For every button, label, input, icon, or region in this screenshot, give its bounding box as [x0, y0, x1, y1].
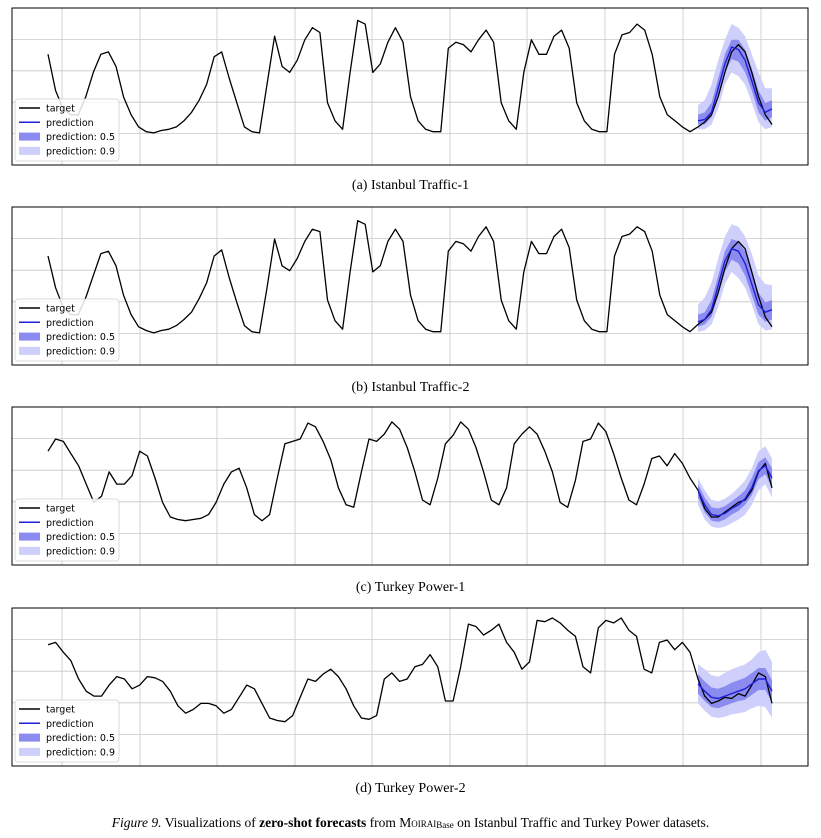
legend-label-band90: prediction: 0.9: [46, 146, 115, 157]
legend-swatch-band50: [19, 733, 40, 742]
legend-swatch-band50: [19, 532, 40, 541]
legend-swatch-band90: [19, 546, 40, 555]
legend-swatch-band50: [19, 332, 40, 341]
target-line: [47, 617, 773, 723]
chart-panel-d: target prediction prediction: 0.5 predictio…: [11, 607, 809, 767]
prediction-line: [697, 678, 773, 700]
prediction-line: [697, 247, 773, 323]
caption-mid: from: [369, 815, 396, 830]
band-50: [698, 39, 772, 125]
caption-b: (b) Istanbul Traffic-2: [351, 380, 470, 395]
caption-post: on Istanbul Traffic and Turkey Power dat…: [457, 815, 710, 830]
legend-swatch-band90: [19, 346, 40, 355]
target-line: [47, 421, 773, 522]
band-90: [698, 224, 772, 332]
legend-label-target: target: [46, 104, 75, 115]
legend-label-target: target: [46, 304, 75, 315]
legend-label-band50: prediction: 0.5: [46, 332, 115, 343]
caption-d: (d) Turkey Power-2: [355, 781, 466, 796]
figure-label: Figure 9.: [111, 815, 162, 830]
legend-label-band50: prediction: 0.5: [46, 532, 115, 543]
legend-label-prediction: prediction: [46, 118, 94, 129]
legend-label-band50: prediction: 0.5: [46, 132, 115, 143]
caption-c: (c) Turkey Power-1: [355, 580, 466, 595]
legend-swatch-band50: [19, 132, 40, 141]
panel-frame: [11, 607, 809, 767]
chart-panel-c: target prediction prediction: 0.5 predictio…: [11, 406, 809, 566]
caption-bold: zero-shot forecasts: [259, 815, 367, 830]
legend-swatch-band90: [19, 747, 40, 756]
caption-a: (a) Istanbul Traffic-1: [351, 178, 470, 193]
legend-label-band90: prediction: 0.9: [46, 346, 115, 357]
figure-caption: Figure 9. Visualizations of zero-shot fo…: [0, 815, 821, 831]
caption-pre: Visualizations of: [164, 815, 256, 830]
target-line: [47, 220, 773, 334]
legend-label-band90: prediction: 0.9: [46, 747, 115, 758]
prediction-line: [697, 465, 773, 517]
legend-label-band90: prediction: 0.9: [46, 546, 115, 557]
panel-frame: [11, 406, 809, 566]
legend-label-prediction: prediction: [46, 518, 94, 529]
legend-label-target: target: [46, 705, 75, 716]
panel-frame: [11, 7, 809, 166]
legend-box: [14, 98, 120, 162]
legend-label-prediction: prediction: [46, 719, 94, 730]
legend-label-target: target: [46, 504, 75, 515]
legend-label-prediction: prediction: [46, 318, 94, 329]
chart-panel-b: target prediction prediction: 0.5 predictio…: [11, 206, 809, 366]
legend-box: [14, 699, 120, 763]
legend-label-band50: prediction: 0.5: [46, 733, 115, 744]
caption-model-sub: Base: [436, 820, 454, 830]
prediction-line: [697, 46, 773, 122]
caption-model: Moirai: [399, 815, 437, 830]
target-line: [47, 19, 773, 134]
band-90: [698, 446, 772, 528]
legend-box: [14, 298, 120, 362]
panel-frame: [11, 206, 809, 366]
chart-panel-a: target prediction prediction: 0.5 predictio…: [11, 7, 809, 166]
legend-swatch-band90: [19, 146, 40, 155]
legend-box: [14, 498, 120, 562]
